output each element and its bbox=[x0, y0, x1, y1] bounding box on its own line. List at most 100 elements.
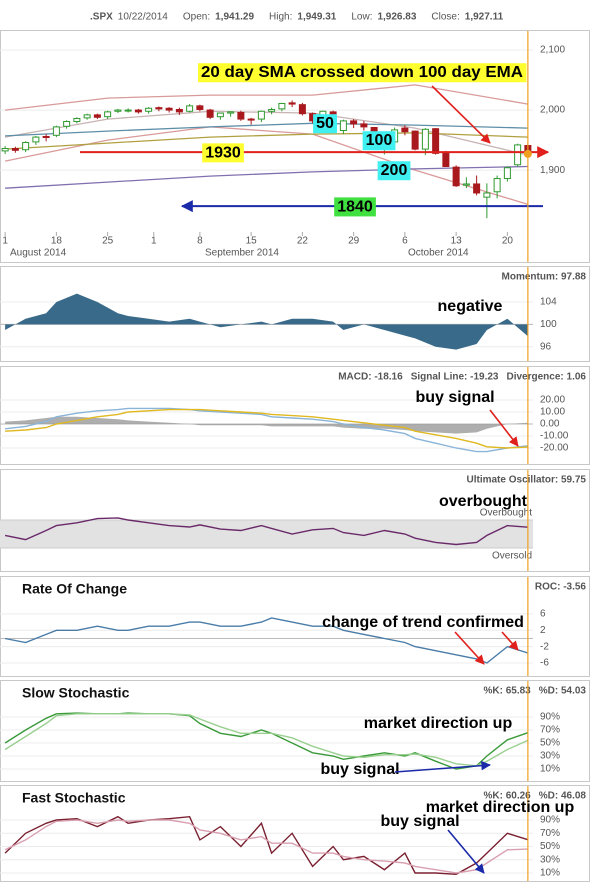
y-tick-label: 0.00 bbox=[540, 419, 560, 430]
readout: MACD: -18.16 bbox=[338, 372, 403, 383]
candle-body bbox=[483, 192, 491, 198]
label-background bbox=[313, 114, 337, 134]
candle-body bbox=[421, 128, 429, 150]
x-tick-label: 6 bbox=[402, 236, 408, 247]
candle-body bbox=[493, 178, 501, 193]
candle-body bbox=[114, 109, 122, 112]
plot-area bbox=[0, 517, 533, 549]
header-text: 1,949.31 bbox=[297, 12, 336, 23]
indicator-line bbox=[5, 84, 529, 111]
annotation: 100 bbox=[366, 132, 393, 149]
band-label: Oversold bbox=[492, 551, 532, 562]
annotation: overbought bbox=[439, 493, 528, 510]
y-tick-label: 96 bbox=[540, 341, 552, 352]
y-tick-label: 104 bbox=[540, 297, 557, 308]
indicator-line bbox=[5, 408, 528, 449]
month-label: October 2014 bbox=[408, 248, 469, 259]
candle-body bbox=[52, 126, 60, 136]
y-tick-label: 2,100 bbox=[540, 45, 565, 56]
candle-body bbox=[124, 109, 132, 112]
candle-body bbox=[473, 183, 481, 194]
x-tick-label: 20 bbox=[502, 236, 514, 247]
indicator-line bbox=[4, 713, 529, 767]
readout: %D: 54.03 bbox=[539, 686, 587, 697]
header-text: 1,941.29 bbox=[215, 12, 254, 23]
candle-body bbox=[186, 105, 194, 112]
indicator-line bbox=[4, 815, 529, 876]
y-tick-label: 10% bbox=[540, 764, 560, 775]
header-text: 1,926.83 bbox=[377, 12, 416, 23]
annotation: buy signal bbox=[320, 761, 399, 778]
candle-body bbox=[298, 104, 306, 115]
candle-body bbox=[350, 120, 358, 125]
plot-area bbox=[0, 293, 533, 350]
candle-body bbox=[278, 102, 286, 110]
y-tick-label: 30% bbox=[540, 751, 560, 762]
annotation: 20 day SMA crossed down 100 day EMA bbox=[201, 64, 523, 81]
annotation: buy signal bbox=[415, 389, 494, 406]
header-text: High: bbox=[269, 12, 292, 23]
indicator-line bbox=[4, 126, 529, 206]
x-tick-label: 1 bbox=[151, 236, 157, 247]
candle-body bbox=[73, 117, 81, 122]
annotation: change of trend confirmed bbox=[322, 614, 524, 631]
header-text: .SPX bbox=[90, 12, 113, 23]
annotation: buy signal bbox=[380, 813, 459, 830]
candle-body bbox=[22, 142, 30, 151]
readout: Divergence: 1.06 bbox=[507, 372, 587, 383]
annotation: negative bbox=[438, 298, 503, 315]
candle-body bbox=[237, 111, 245, 120]
y-tick-label: 90% bbox=[540, 712, 560, 723]
y-tick-label: 2 bbox=[540, 625, 546, 636]
candle-body bbox=[411, 130, 419, 150]
candle-body bbox=[83, 114, 91, 119]
readout: %K: 65.83 bbox=[484, 686, 532, 697]
header-text: 1,927.11 bbox=[465, 12, 504, 23]
divergence-area bbox=[5, 416, 528, 434]
candle-body bbox=[227, 111, 235, 114]
y-tick-label: 6 bbox=[540, 609, 546, 620]
panel-title: Rate Of Change bbox=[22, 581, 127, 597]
y-tick-label: -20.00 bbox=[540, 443, 569, 454]
candle-body bbox=[442, 152, 450, 168]
label-background bbox=[377, 161, 411, 181]
candle-body bbox=[175, 108, 183, 113]
indicator-line bbox=[5, 165, 528, 189]
y-tick-label: 90% bbox=[540, 815, 560, 826]
x-tick-label: 25 bbox=[102, 236, 114, 247]
level-label: 1930 bbox=[205, 144, 241, 161]
y-tick-label: 20.00 bbox=[540, 395, 565, 406]
candle-body bbox=[360, 123, 368, 128]
candle-body bbox=[432, 128, 440, 154]
arrow bbox=[447, 829, 485, 874]
plot-area bbox=[0, 399, 533, 453]
candle-body bbox=[165, 107, 173, 111]
label-background bbox=[202, 143, 244, 163]
x-tick-label: 1 bbox=[2, 236, 8, 247]
candle-body bbox=[32, 136, 40, 143]
readout: Ultimate Oscillator: 59.75 bbox=[467, 475, 587, 486]
x-tick-label: 8 bbox=[197, 236, 203, 247]
candle-body bbox=[514, 144, 522, 166]
readout: %D: 46.08 bbox=[539, 791, 587, 802]
candle-body bbox=[104, 111, 112, 118]
indicator-line bbox=[4, 617, 529, 664]
label-background bbox=[198, 63, 527, 83]
indicator-line bbox=[5, 407, 528, 453]
candle-body bbox=[288, 102, 296, 105]
area bbox=[5, 293, 528, 350]
month-label: August 2014 bbox=[10, 248, 67, 259]
readout: Momentum: 97.88 bbox=[502, 272, 587, 283]
annotation: market direction up bbox=[426, 799, 575, 816]
annotation: market direction up bbox=[364, 715, 513, 732]
indicator-line bbox=[4, 517, 528, 546]
y-tick-label: 10% bbox=[540, 868, 560, 879]
y-tick-label: -10.00 bbox=[540, 431, 569, 442]
readout: Signal Line: -19.23 bbox=[411, 372, 499, 383]
x-tick-label: 29 bbox=[348, 236, 360, 247]
candle-body bbox=[268, 108, 276, 112]
candle-body bbox=[452, 166, 460, 187]
annotation: 200 bbox=[381, 162, 408, 179]
band-label: Overbought bbox=[480, 508, 532, 519]
